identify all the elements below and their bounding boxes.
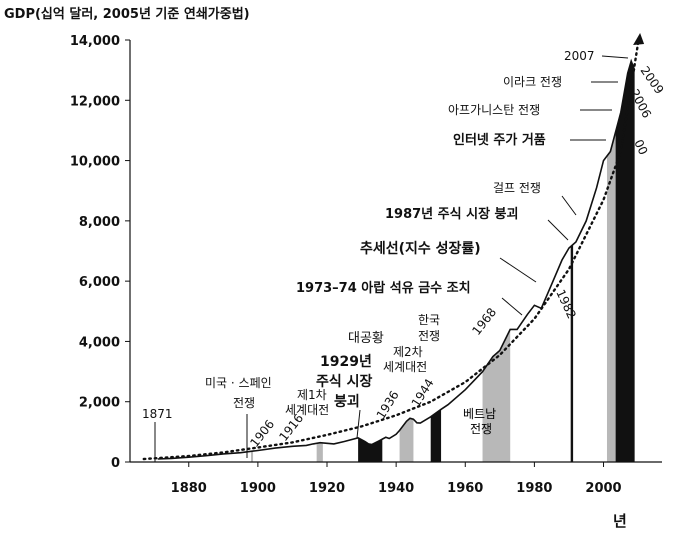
label-1982: 1982 — [553, 287, 579, 321]
label-vietnam-2: 전쟁 — [470, 422, 492, 436]
label-vietnam-1: 베트남 — [463, 407, 496, 421]
label-1906: 1906 — [247, 417, 277, 450]
shaded-period-3 — [399, 418, 414, 462]
x-tick-label-1960: 1960 — [447, 481, 483, 496]
label-korea-1: 한국 — [418, 313, 440, 327]
annotations: 1871 미국 · 스페인 전쟁 1906 1916 제1차 세계대전 대공황 … — [142, 49, 667, 462]
trend-dotted-line — [142, 41, 640, 461]
leader-1929 — [356, 409, 361, 439]
label-crash-2: 주식 시장 — [316, 373, 373, 390]
x-tick-label-1940: 1940 — [378, 481, 414, 496]
label-iraq-war: 이라크 전쟁 — [503, 75, 562, 89]
label-1987-crash: 1987년 주식 시장 붕괴 — [385, 206, 518, 222]
label-ww2-1: 제2차 — [393, 345, 423, 359]
x-tick-label-1880: 1880 — [171, 481, 207, 496]
label-spanish-war-1: 미국 · 스페인 — [205, 376, 272, 390]
label-crash-1: 1929년 — [320, 354, 372, 370]
x-tick-label-2000: 2000 — [585, 481, 621, 496]
shaded-period-8 — [615, 61, 635, 462]
trend-arrowhead — [633, 33, 645, 46]
label-1944: 1944 — [409, 376, 437, 409]
label-1936: 1936 — [374, 388, 402, 421]
x-tick-label-1980: 1980 — [516, 481, 552, 496]
trend-line — [142, 33, 645, 461]
y-tick-label-4000: 4,000 — [79, 335, 120, 350]
label-gulf-war: 걸프 전쟁 — [493, 181, 541, 195]
leader-1987 — [547, 219, 569, 241]
y-tick-label-6000: 6,000 — [79, 275, 120, 290]
y-tick-label-0: 0 — [111, 456, 120, 471]
label-korea-2: 전쟁 — [418, 329, 440, 343]
x-tick-label-1920: 1920 — [309, 481, 345, 496]
label-crash-3: 붕괴 — [334, 394, 360, 410]
label-spanish-war-2: 전쟁 — [233, 396, 255, 410]
leader-oil — [501, 297, 523, 316]
shaded-period-4 — [430, 409, 442, 462]
x-axis-title: 년 — [613, 512, 627, 530]
shaded-periods — [250, 61, 635, 462]
label-2000: 00 — [631, 137, 650, 157]
leader-2007 — [601, 55, 629, 59]
y-tick-label-2000: 2,000 — [79, 396, 120, 411]
shaded-period-0 — [250, 451, 254, 462]
label-2007: 2007 — [564, 49, 595, 63]
shaded-period-1 — [316, 442, 323, 462]
label-oil-embargo: 1973–74 아랍 석유 금수 조치 — [296, 280, 471, 296]
label-1871: 1871 — [142, 407, 173, 421]
label-ww2-2: 세계대전 — [383, 360, 427, 374]
gdp-area — [157, 58, 636, 460]
shaded-period-2 — [358, 437, 383, 462]
gdp-line — [157, 58, 636, 460]
label-ww1-2: 세계대전 — [285, 403, 329, 417]
label-trend: 추세선(지수 성장률) — [360, 240, 481, 257]
shaded-period-6 — [570, 244, 574, 462]
label-ww1-1: 제1차 — [297, 388, 327, 402]
label-1968: 1968 — [469, 305, 499, 338]
label-dotcom: 인터넷 주가 거품 — [453, 132, 546, 148]
axes: 0 2,000 4,000 6,000 8,000 10,000 12,000 14,000 1… — [70, 34, 662, 496]
leader-gulf — [561, 195, 577, 216]
y-tick-label-8000: 8,000 — [79, 215, 120, 230]
shaded-period-7 — [606, 131, 616, 462]
leader-trend — [499, 257, 537, 283]
y-tick-label-12000: 12,000 — [70, 94, 120, 109]
label-depression: 대공황 — [348, 331, 384, 346]
y-tick-label-14000: 14,000 — [70, 34, 120, 49]
label-afghan-war: 아프가니스탄 전쟁 — [448, 103, 540, 117]
y-tick-label-10000: 10,000 — [70, 155, 120, 170]
y-axis-title: GDP(십억 달러, 2005년 기준 연쇄가중법) — [4, 6, 250, 22]
x-tick-label-1900: 1900 — [240, 481, 276, 496]
